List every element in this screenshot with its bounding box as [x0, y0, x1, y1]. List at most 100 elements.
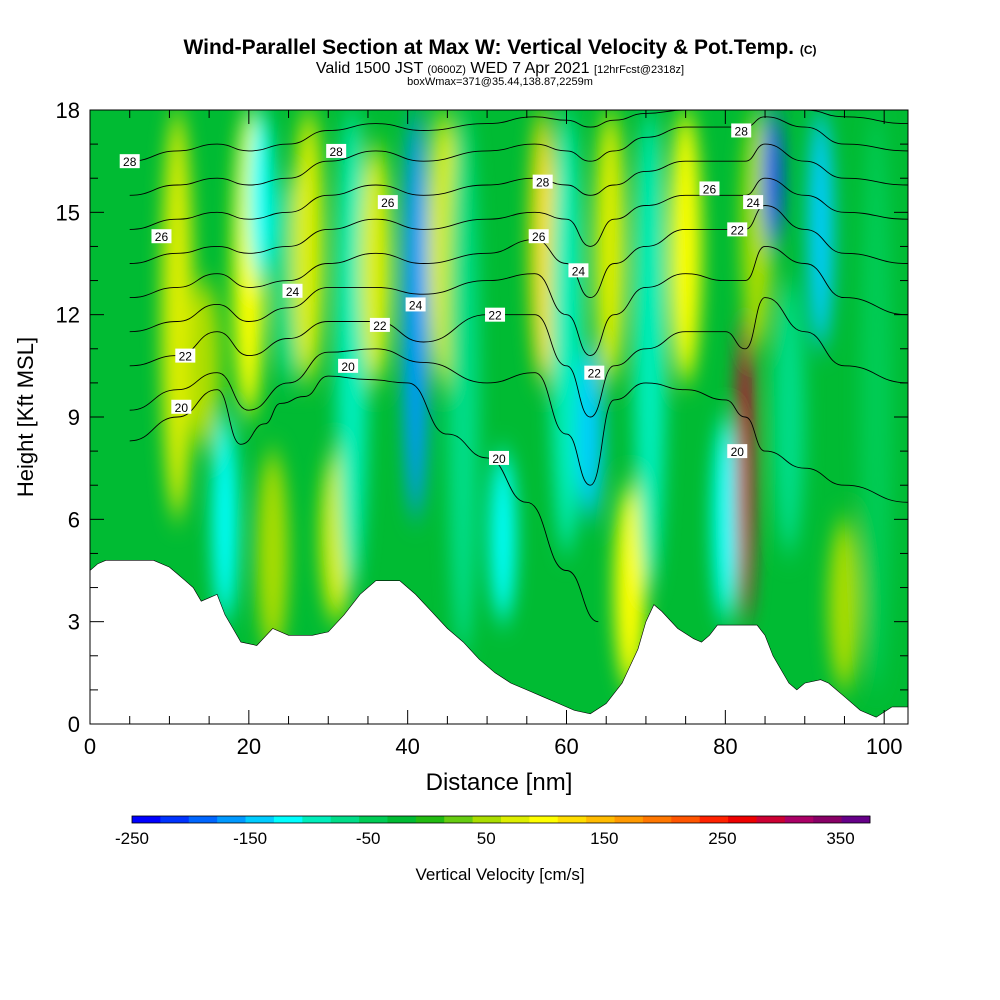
colorbar-swatch — [415, 816, 445, 823]
theta-contour-27 — [129, 116, 908, 196]
contour-label: 24 — [568, 263, 589, 278]
contour-label: 28 — [532, 174, 553, 190]
terrain-mask — [90, 560, 908, 724]
contour-label: 22 — [175, 348, 196, 364]
contour-label: 28 — [731, 123, 752, 138]
colorbar-swatch — [501, 816, 530, 823]
x-tick-label: 80 — [713, 734, 737, 759]
colorbar-swatch — [557, 816, 587, 823]
velocity-band-29 — [860, 110, 893, 690]
contour-label-box — [119, 154, 140, 169]
y-axis-label: Height [Kft MSL] — [13, 337, 38, 497]
colorbar-tick-label: 350 — [826, 829, 854, 848]
velocity-band-23 — [736, 314, 755, 622]
colorbar-swatch — [330, 816, 360, 823]
velocity-band-10 — [359, 144, 392, 383]
colorbar-swatch — [188, 816, 218, 823]
theta-contour-23 — [129, 245, 908, 357]
contour-label: 22 — [727, 222, 748, 237]
theta-contour-26 — [129, 143, 908, 230]
velocity-band-27 — [807, 110, 834, 349]
contour-label-box — [369, 317, 390, 332]
colorbar-swatch — [217, 816, 246, 823]
x-tick-label: 100 — [866, 734, 903, 759]
contour-label-text: 26 — [703, 182, 717, 196]
colorbar-swatch — [586, 816, 615, 823]
contour-label: 20 — [489, 450, 509, 466]
velocity-band-1 — [189, 280, 222, 452]
contour-label-text: 26 — [381, 196, 395, 210]
copyright-mark: (C) — [799, 43, 817, 57]
velocity-band-19 — [614, 485, 647, 690]
colorbar-swatch — [756, 816, 786, 823]
contour-label-box — [727, 222, 748, 237]
contour-label-text: 22 — [373, 319, 387, 333]
contour-label: 22 — [369, 317, 390, 333]
contour-label-box — [171, 399, 192, 414]
contour-label: 24 — [282, 283, 303, 299]
velocity-band-7 — [292, 110, 325, 383]
contour-label-box — [727, 444, 748, 459]
y-tick-label: 18 — [56, 98, 80, 123]
colorbar-swatch — [841, 816, 871, 823]
contour-label-text: 24 — [572, 264, 586, 278]
velocity-band-4 — [247, 110, 274, 281]
contour-label-text: 22 — [179, 350, 193, 364]
contour-label-text: 28 — [536, 176, 550, 190]
colorbar-swatch — [387, 816, 417, 823]
contour-label-text: 24 — [286, 285, 300, 299]
theta-contour-21 — [129, 348, 908, 503]
contour-label: 26 — [377, 195, 398, 210]
velocity-band-2 — [212, 416, 239, 622]
colorbar-swatch — [614, 816, 644, 823]
chart-title-text: Wind-Parallel Section at Max W: Vertical… — [183, 36, 794, 59]
y-tick-label: 3 — [68, 610, 80, 635]
theta-contour-20 — [129, 375, 599, 623]
contour-label-box — [699, 181, 720, 196]
colorbar-swatch — [728, 816, 757, 823]
contour-label: 26 — [528, 229, 549, 244]
colorbar-swatch — [302, 816, 332, 823]
colorbar-tick-label: -150 — [233, 829, 267, 848]
colorbar: -250 -150 -50 50 150 250 350 — [115, 815, 871, 848]
contour-label-text: 20 — [731, 445, 745, 459]
theta-contour-25 — [129, 177, 908, 264]
contour-label-box — [338, 358, 359, 373]
colorbar-swatch — [529, 816, 559, 823]
contour-label: 24 — [405, 297, 426, 312]
y-tick-label: 9 — [68, 405, 80, 430]
contour-label-box — [377, 195, 398, 210]
x-tick-label: 40 — [395, 734, 419, 759]
chart-subtitle: Valid 1500 JST (0600Z) WED 7 Apr 2021 [1… — [0, 60, 1000, 78]
contour-label-box — [282, 283, 303, 298]
contour-label: 24 — [743, 195, 764, 210]
velocity-band-9 — [336, 110, 369, 588]
colorbar-tick-label: -50 — [356, 829, 381, 848]
colorbar-tick-label: 150 — [590, 829, 618, 848]
x-axis-label: Distance [nm] — [426, 769, 573, 796]
velocity-band-18 — [594, 110, 627, 383]
y-tick-label: 15 — [56, 200, 80, 225]
velocity-band-14 — [489, 451, 516, 622]
colorbar-swatch — [160, 816, 190, 823]
contour-label-box — [151, 229, 172, 244]
contour-label: 26 — [699, 181, 720, 196]
colorbar-frame — [131, 815, 871, 824]
contour-label-text: 20 — [175, 401, 189, 415]
colorbar-swatch — [245, 816, 275, 823]
contour-label-text: 24 — [746, 196, 760, 210]
contour-label-box — [568, 263, 589, 278]
valid-date: WED 7 Apr 2021 — [470, 60, 590, 77]
y-tick-label: 12 — [56, 303, 80, 328]
contour-label-box — [405, 297, 426, 312]
contour-label: 20 — [338, 358, 359, 374]
velocity-band-0 — [161, 110, 194, 520]
colorbar-swatch — [444, 816, 474, 823]
velocity-band-16 — [550, 110, 583, 554]
contour-label-box — [485, 307, 506, 322]
colorbar-swatch — [784, 816, 814, 823]
contour-label: 20 — [727, 444, 748, 459]
contour-label-text: 28 — [123, 155, 137, 169]
contour-label-text: 24 — [409, 298, 423, 312]
